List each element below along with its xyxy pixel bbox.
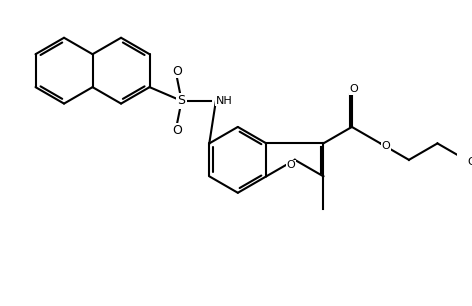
- Text: O: O: [382, 141, 390, 151]
- Text: O: O: [287, 160, 295, 170]
- Text: NH: NH: [216, 96, 233, 106]
- Text: O: O: [467, 157, 472, 167]
- Text: O: O: [172, 124, 182, 137]
- Text: S: S: [177, 94, 185, 107]
- Text: O: O: [172, 65, 182, 78]
- Text: O: O: [350, 84, 359, 95]
